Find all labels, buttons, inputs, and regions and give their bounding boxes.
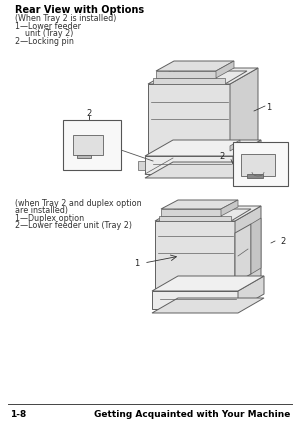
Text: are installed): are installed) [15, 205, 68, 215]
Polygon shape [156, 72, 216, 79]
Polygon shape [152, 291, 238, 309]
Polygon shape [156, 62, 234, 72]
Polygon shape [251, 219, 261, 274]
Polygon shape [153, 72, 247, 85]
Polygon shape [230, 141, 240, 152]
Bar [63, 121, 121, 170]
Polygon shape [238, 276, 264, 309]
Polygon shape [235, 225, 251, 283]
Polygon shape [161, 210, 221, 216]
Text: 1: 1 [134, 259, 140, 268]
Polygon shape [152, 276, 264, 291]
Polygon shape [73, 136, 103, 155]
Text: 1-8: 1-8 [10, 409, 26, 418]
Polygon shape [233, 141, 261, 175]
Polygon shape [148, 85, 230, 157]
Polygon shape [159, 216, 231, 222]
Text: 2—Lower feeder unit (Tray 2): 2—Lower feeder unit (Tray 2) [15, 221, 132, 230]
Text: (when Tray 2 and duplex option: (when Tray 2 and duplex option [15, 199, 142, 207]
Text: 1—Duplex option: 1—Duplex option [15, 213, 84, 222]
Polygon shape [235, 207, 261, 291]
Polygon shape [155, 222, 235, 291]
Text: 1—Lower feeder: 1—Lower feeder [15, 22, 81, 31]
Polygon shape [155, 207, 261, 222]
Bar [233, 143, 288, 187]
Polygon shape [159, 210, 251, 222]
Polygon shape [247, 175, 263, 178]
Text: Rear View with Options: Rear View with Options [15, 5, 144, 15]
Text: 2: 2 [280, 237, 285, 246]
Text: 2: 2 [86, 109, 92, 118]
Polygon shape [216, 62, 234, 79]
Polygon shape [148, 69, 258, 85]
Text: 1: 1 [266, 102, 271, 111]
Polygon shape [241, 155, 275, 177]
Polygon shape [145, 163, 261, 178]
Polygon shape [230, 69, 258, 157]
Polygon shape [152, 298, 264, 313]
Text: unit (Tray 2): unit (Tray 2) [15, 29, 74, 38]
Text: Getting Acquainted with Your Machine: Getting Acquainted with Your Machine [94, 409, 290, 418]
Text: 2: 2 [220, 151, 225, 160]
Polygon shape [145, 141, 261, 157]
Polygon shape [77, 155, 91, 158]
Polygon shape [145, 157, 233, 175]
Text: 2—Locking pin: 2—Locking pin [15, 37, 74, 46]
Polygon shape [161, 201, 238, 210]
Polygon shape [138, 161, 145, 170]
Polygon shape [153, 79, 225, 85]
Polygon shape [221, 201, 238, 216]
Text: (When Tray 2 is installed): (When Tray 2 is installed) [15, 14, 116, 23]
